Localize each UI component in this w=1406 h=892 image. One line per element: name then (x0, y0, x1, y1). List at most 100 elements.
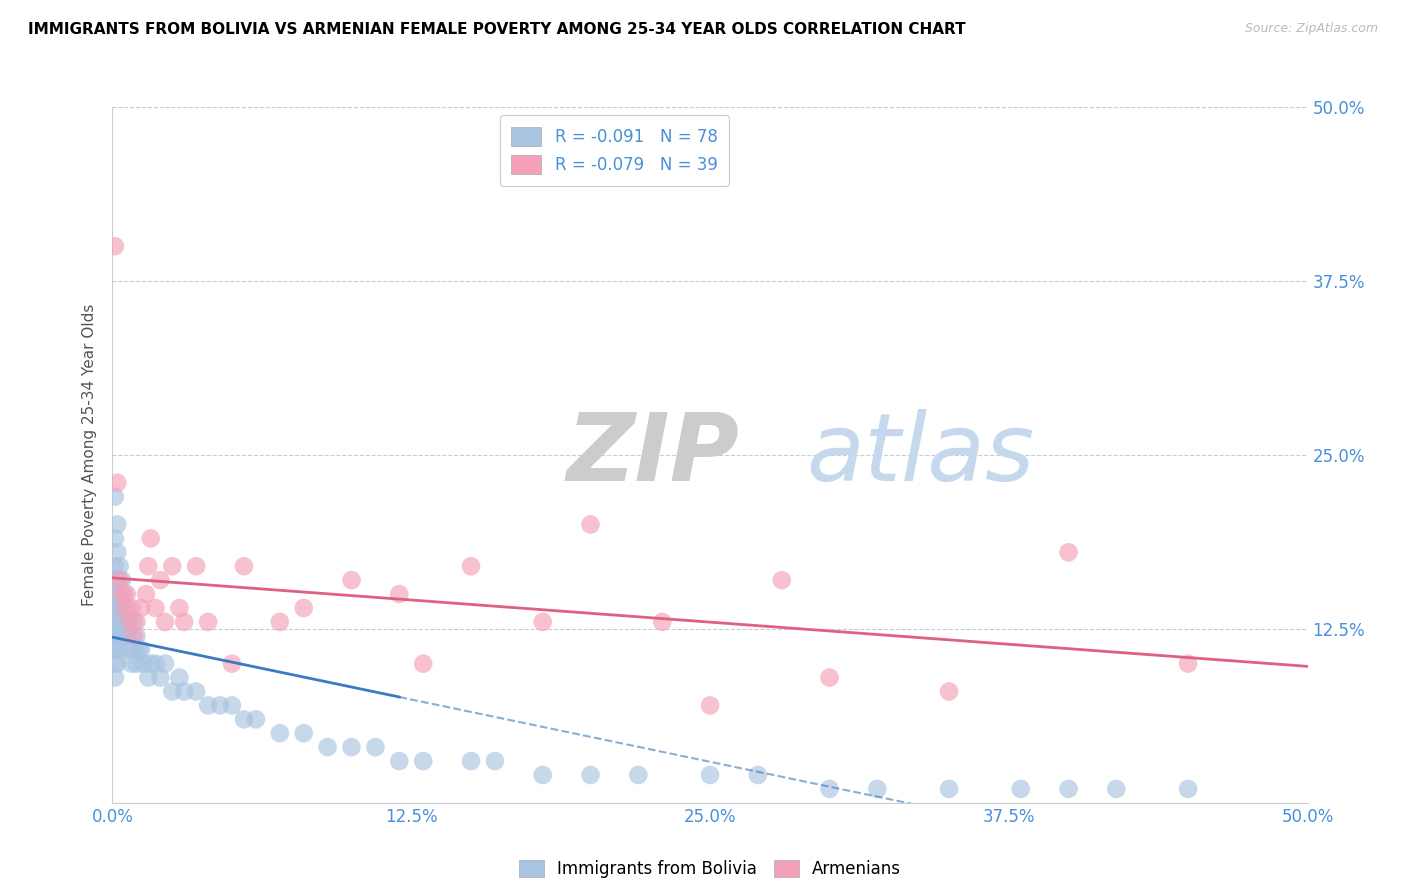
Point (531, 768, 554, 782)
Point (651, 615, 673, 629)
Point (169, 671, 191, 685)
Point (145, 657, 167, 671)
Point (460, 559, 482, 574)
Point (108, 642, 131, 657)
Point (153, 615, 176, 629)
Point (105, 629, 128, 643)
Point (340, 573, 363, 587)
Point (232, 712, 256, 726)
Point (162, 559, 183, 574)
Point (114, 587, 135, 601)
Point (105, 517, 128, 532)
Point (118, 615, 141, 629)
Legend: Immigrants from Bolivia, Armenians: Immigrants from Bolivia, Armenians (512, 854, 908, 885)
Point (105, 615, 128, 629)
Point (388, 754, 411, 768)
Point (108, 601, 131, 615)
Point (118, 642, 141, 657)
Point (115, 587, 138, 601)
Text: atlas: atlas (806, 409, 1033, 500)
Point (104, 629, 127, 643)
Point (1010, 781, 1032, 796)
Point (122, 615, 145, 629)
Point (699, 768, 721, 782)
Point (186, 684, 208, 698)
Point (412, 657, 434, 671)
Point (818, 671, 841, 685)
Point (115, 629, 138, 643)
Point (866, 781, 889, 796)
Point (129, 601, 152, 615)
Point (292, 601, 315, 615)
Point (104, 657, 127, 671)
Point (118, 615, 141, 629)
Point (104, 532, 127, 546)
Point (1057, 781, 1080, 796)
Point (770, 573, 793, 587)
Point (221, 657, 243, 671)
Point (128, 642, 150, 657)
Point (104, 239, 127, 253)
Point (579, 768, 602, 782)
Point (104, 559, 127, 574)
Point (186, 559, 208, 574)
Point (138, 671, 160, 685)
Point (173, 615, 195, 629)
Point (139, 532, 162, 546)
Point (169, 601, 191, 615)
Point (111, 573, 134, 587)
Point (245, 712, 267, 726)
Point (1177, 781, 1199, 796)
Point (484, 754, 506, 768)
Point (125, 615, 148, 629)
Point (125, 629, 148, 643)
Point (173, 684, 195, 698)
Point (938, 781, 960, 796)
Point (121, 601, 143, 615)
Point (153, 657, 176, 671)
Point (412, 754, 434, 768)
Point (105, 475, 128, 490)
Y-axis label: Female Poverty Among 25-34 Year Olds: Female Poverty Among 25-34 Year Olds (82, 304, 97, 606)
Point (269, 726, 291, 740)
Text: IMMIGRANTS FROM BOLIVIA VS ARMENIAN FEMALE POVERTY AMONG 25-34 YEAR OLDS CORRELA: IMMIGRANTS FROM BOLIVIA VS ARMENIAN FEMA… (28, 22, 966, 37)
Point (1057, 545, 1080, 559)
Point (135, 587, 157, 601)
Point (208, 698, 231, 713)
Point (818, 781, 841, 796)
Point (122, 642, 145, 657)
Point (388, 587, 411, 601)
Point (531, 615, 554, 629)
Point (197, 698, 219, 713)
Point (108, 573, 131, 587)
Point (114, 629, 135, 643)
Point (197, 615, 219, 629)
Point (364, 740, 387, 755)
Point (104, 601, 127, 615)
Point (221, 698, 243, 713)
Point (111, 601, 134, 615)
Point (105, 657, 128, 671)
Text: ZIP: ZIP (567, 409, 740, 501)
Text: Source: ZipAtlas.com: Source: ZipAtlas.com (1244, 22, 1378, 36)
Point (104, 615, 127, 629)
Point (145, 601, 167, 615)
Point (108, 587, 131, 601)
Point (139, 657, 162, 671)
Point (111, 587, 134, 601)
Point (105, 573, 128, 587)
Point (104, 642, 127, 657)
Point (111, 629, 134, 643)
Point (105, 601, 128, 615)
Point (292, 726, 315, 740)
Point (340, 740, 363, 755)
Point (316, 740, 339, 755)
Point (114, 601, 135, 615)
Point (111, 615, 134, 629)
Point (105, 642, 128, 657)
Point (699, 698, 721, 713)
Point (114, 615, 135, 629)
Point (162, 684, 183, 698)
Point (132, 657, 155, 671)
Point (125, 657, 148, 671)
